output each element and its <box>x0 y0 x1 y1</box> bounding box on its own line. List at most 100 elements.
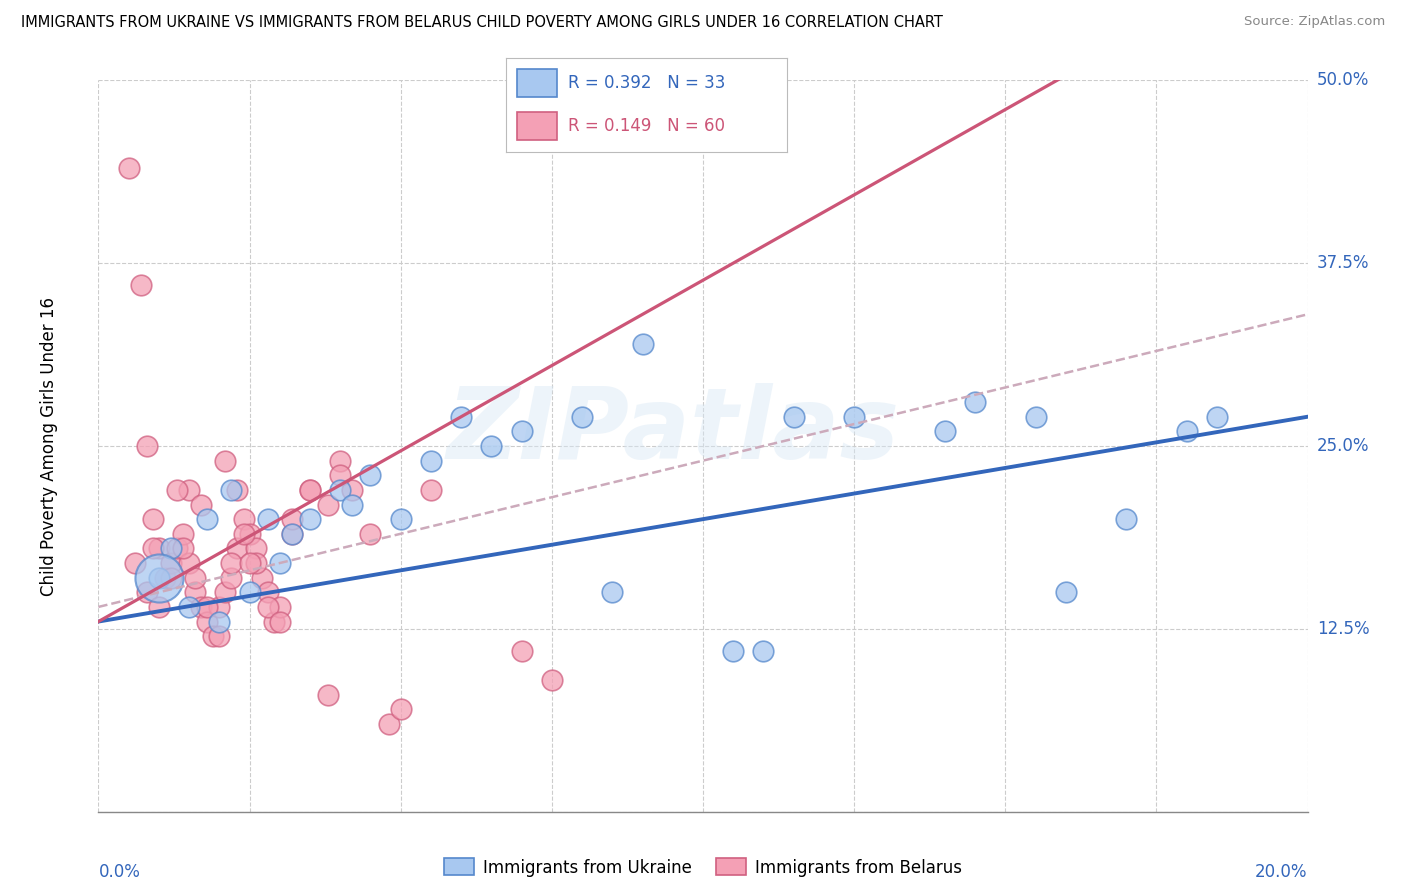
Point <box>214 453 236 467</box>
Point <box>256 599 278 614</box>
Point <box>269 599 291 614</box>
Text: R = 0.149   N = 60: R = 0.149 N = 60 <box>568 118 725 136</box>
Text: 0.0%: 0.0% <box>98 863 141 881</box>
Text: IMMIGRANTS FROM UKRAINE VS IMMIGRANTS FROM BELARUS CHILD POVERTY AMONG GIRLS UND: IMMIGRANTS FROM UKRAINE VS IMMIGRANTS FR… <box>21 15 943 30</box>
Point <box>269 615 291 629</box>
Point <box>160 541 183 556</box>
Point <box>239 526 262 541</box>
Point <box>208 615 231 629</box>
Point <box>148 571 170 585</box>
Point <box>752 644 775 658</box>
Point <box>208 629 231 643</box>
Point <box>190 599 212 614</box>
Point <box>420 483 443 497</box>
Point <box>245 556 267 570</box>
FancyBboxPatch shape <box>517 112 557 140</box>
Point <box>420 453 443 467</box>
Point <box>934 425 956 439</box>
Point <box>329 453 352 467</box>
Point <box>195 615 218 629</box>
Point <box>166 483 188 497</box>
Point <box>377 717 399 731</box>
Text: R = 0.392   N = 33: R = 0.392 N = 33 <box>568 74 725 92</box>
Text: 12.5%: 12.5% <box>1316 620 1369 638</box>
Point <box>142 512 165 526</box>
Point <box>245 541 267 556</box>
Point <box>256 585 278 599</box>
Point <box>160 556 183 570</box>
Text: 20.0%: 20.0% <box>1256 863 1308 881</box>
Point <box>299 483 322 497</box>
Point <box>1206 409 1229 424</box>
Point <box>540 673 562 687</box>
Text: Child Poverty Among Girls Under 16: Child Poverty Among Girls Under 16 <box>41 296 58 596</box>
Point <box>166 541 188 556</box>
Point <box>1054 585 1077 599</box>
Point <box>195 599 218 614</box>
FancyBboxPatch shape <box>517 70 557 97</box>
Point <box>208 599 231 614</box>
Point <box>153 571 176 585</box>
Point <box>221 556 243 570</box>
Point <box>179 556 201 570</box>
Point <box>226 483 249 497</box>
Point <box>510 644 533 658</box>
Point <box>481 439 503 453</box>
Point <box>263 615 285 629</box>
Point <box>329 483 352 497</box>
Point <box>221 571 243 585</box>
Point <box>360 526 382 541</box>
Point <box>135 585 157 599</box>
Point <box>179 483 201 497</box>
Point <box>389 702 412 716</box>
Point <box>129 278 152 293</box>
Point <box>148 599 170 614</box>
Point <box>195 512 218 526</box>
Point <box>342 483 364 497</box>
Point <box>160 571 183 585</box>
Point <box>281 526 304 541</box>
Text: ZIPatlas: ZIPatlas <box>446 383 900 480</box>
Point <box>142 541 165 556</box>
Point <box>299 512 322 526</box>
Point <box>214 585 236 599</box>
Point <box>239 556 262 570</box>
Point <box>148 541 170 556</box>
Text: 25.0%: 25.0% <box>1316 437 1369 455</box>
Point <box>221 483 243 497</box>
Point <box>281 512 304 526</box>
Point <box>602 585 624 599</box>
Point <box>299 483 322 497</box>
Point <box>389 512 412 526</box>
Text: 37.5%: 37.5% <box>1316 254 1369 272</box>
Point <box>965 395 987 409</box>
Point <box>124 556 146 570</box>
Point <box>723 644 745 658</box>
Point <box>250 571 273 585</box>
Point <box>571 409 593 424</box>
Point <box>329 468 352 483</box>
Point <box>1115 512 1137 526</box>
Point <box>256 512 278 526</box>
Point <box>226 541 249 556</box>
Point <box>281 526 304 541</box>
Point <box>172 541 194 556</box>
Point <box>316 688 339 702</box>
Text: Source: ZipAtlas.com: Source: ZipAtlas.com <box>1244 15 1385 29</box>
Point <box>232 512 254 526</box>
Point <box>844 409 866 424</box>
Point <box>184 571 207 585</box>
Text: 50.0%: 50.0% <box>1316 71 1369 89</box>
Point <box>232 526 254 541</box>
Point <box>172 526 194 541</box>
Point <box>1175 425 1198 439</box>
Point <box>118 161 141 175</box>
Point <box>316 498 339 512</box>
Point <box>239 585 262 599</box>
Point <box>342 498 364 512</box>
Point <box>202 629 225 643</box>
Point <box>360 468 382 483</box>
Point <box>184 585 207 599</box>
Point <box>1024 409 1046 424</box>
Point <box>783 409 806 424</box>
